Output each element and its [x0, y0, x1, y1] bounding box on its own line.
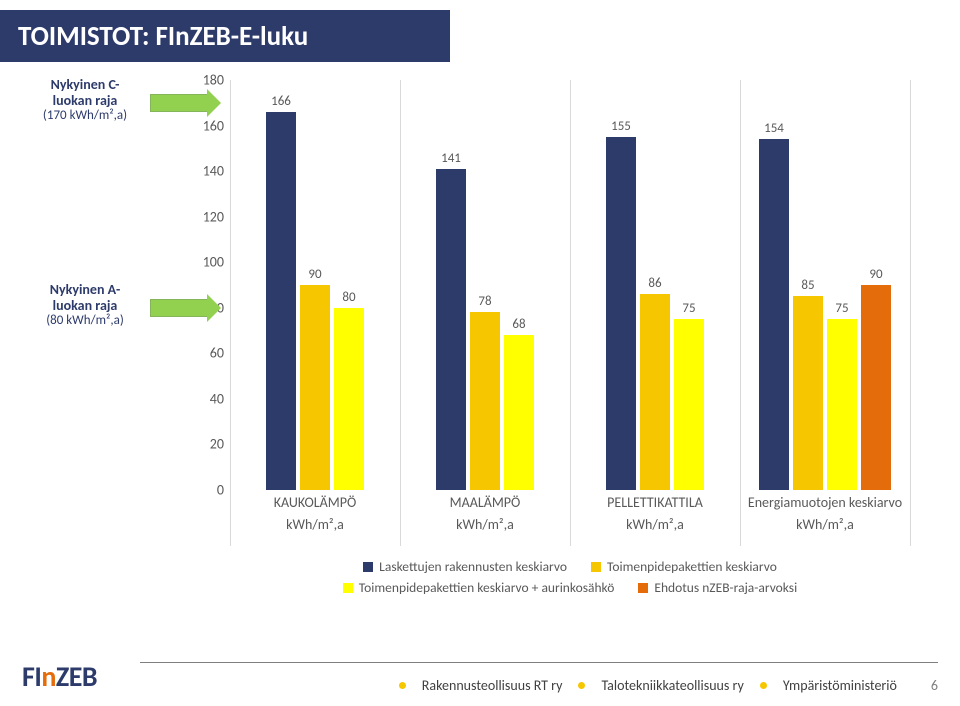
x-category: Energiamuotojen keskiarvo	[740, 494, 910, 512]
bar-group: 1669080	[230, 80, 400, 490]
bar: 166	[266, 112, 296, 490]
legend-swatch	[591, 562, 601, 572]
bar-value: 68	[504, 317, 534, 332]
bar-value: 154	[759, 121, 789, 136]
x-unit: kWh/m²,a	[230, 516, 400, 533]
y-tick: 0	[190, 482, 224, 499]
bar: 86	[640, 294, 670, 490]
bar-value: 90	[861, 267, 891, 282]
logo-fi: FI	[22, 659, 41, 694]
logo-zeb: ZEB	[56, 659, 97, 694]
logo-n: n	[41, 659, 56, 694]
legend-item: Toimenpidepakettien keskiarvo + aurinkos…	[343, 579, 615, 596]
bar-value: 141	[436, 151, 466, 166]
bar-value: 80	[334, 290, 364, 305]
bar: 85	[793, 296, 823, 490]
bar-value: 86	[640, 276, 670, 291]
legend-label: Laskettujen rakennusten keskiarvo	[379, 558, 567, 575]
bar: 155	[606, 137, 636, 490]
x-category: PELLETTIKATTILA	[570, 494, 740, 512]
arrow-a-class	[150, 299, 208, 317]
legend: Laskettujen rakennusten keskiarvo Toimenp…	[250, 558, 890, 600]
bar: 78	[470, 312, 500, 490]
legend-swatch	[638, 583, 648, 593]
bar-value: 85	[793, 278, 823, 293]
y-tick: 140	[190, 163, 224, 180]
plot-area: 0204060801001201401601801669080141786815…	[230, 80, 910, 490]
dot-icon	[399, 682, 406, 689]
bar-value: 75	[827, 301, 857, 316]
bar: 141	[436, 169, 466, 490]
page-number: 6	[931, 677, 938, 694]
callout-c-unit: (170 kWh/m²,a)	[25, 109, 145, 124]
legend-label: Ehdotus nZEB-raja-arvoksi	[654, 579, 797, 596]
legend-label: Toimenpidepakettien keskiarvo + aurinkos…	[359, 579, 615, 596]
page-title: TOIMISTOT: FInZEB-E-luku	[0, 10, 450, 62]
x-unit: kWh/m²,a	[740, 516, 910, 533]
arrow-c-class	[150, 94, 208, 112]
y-tick: 120	[190, 208, 224, 225]
sponsors: Rakennusteollisuus RT ry Talotekniikkateo…	[399, 677, 938, 694]
logo: FInZEB	[22, 659, 97, 694]
bar-value: 90	[300, 267, 330, 282]
bar: 90	[300, 285, 330, 490]
callout-c-line1: Nykyinen C-	[25, 77, 145, 93]
bar: 154	[759, 139, 789, 490]
y-tick: 60	[190, 345, 224, 362]
sponsor: Talotekniikkateollisuus ry	[601, 677, 743, 694]
callout-a-line1: Nykyinen A-	[25, 282, 145, 298]
sponsor: Ympäristöministeriö	[783, 677, 897, 694]
dot-icon	[760, 682, 767, 689]
callout-a-unit: (80 kWh/m²,a)	[25, 314, 145, 329]
bar-group: 1417868	[400, 80, 570, 490]
bar: 80	[334, 308, 364, 490]
callout-a-line2: luokan raja	[25, 298, 145, 314]
bar-group: 1558675	[570, 80, 740, 490]
bar: 68	[504, 335, 534, 490]
bar: 90	[861, 285, 891, 490]
legend-swatch	[363, 562, 373, 572]
slide: TOIMISTOT: FInZEB-E-luku 0 20 40 60 80 100 120…	[0, 0, 960, 706]
callout-c-class: Nykyinen C- luokan raja (170 kWh/m²,a)	[25, 77, 145, 124]
divider	[140, 662, 938, 663]
x-category: KAUKOLÄMPÖ	[230, 494, 400, 512]
y-tick: 160	[190, 117, 224, 134]
callout-c-line2: luokan raja	[25, 93, 145, 109]
legend-swatch	[343, 583, 353, 593]
sponsor: Rakennusteollisuus RT ry	[422, 677, 563, 694]
y-tick: 20	[190, 436, 224, 453]
x-category: MAALÄMPÖ	[400, 494, 570, 512]
legend-item: Laskettujen rakennusten keskiarvo	[363, 558, 567, 575]
bar-value: 155	[606, 119, 636, 134]
legend-label: Toimenpidepakettien keskiarvo	[607, 558, 777, 575]
bar-value: 166	[266, 94, 296, 109]
callout-a-class: Nykyinen A- luokan raja (80 kWh/m²,a)	[25, 282, 145, 329]
legend-item: Toimenpidepakettien keskiarvo	[591, 558, 777, 575]
y-tick: 180	[190, 72, 224, 89]
y-tick: 40	[190, 390, 224, 407]
y-tick: 100	[190, 254, 224, 271]
bar-value: 75	[674, 301, 704, 316]
bar-value: 78	[470, 294, 500, 309]
footer: FInZEB Rakennusteollisuus RT ry Talotekni…	[0, 658, 960, 698]
legend-item: Ehdotus nZEB-raja-arvoksi	[638, 579, 797, 596]
dot-icon	[578, 682, 585, 689]
x-unit: kWh/m²,a	[400, 516, 570, 533]
bar-group: 154857590	[740, 80, 910, 490]
bar: 75	[827, 319, 857, 490]
chart: 0204060801001201401601801669080141786815…	[190, 80, 910, 640]
x-unit: kWh/m²,a	[570, 516, 740, 533]
bar: 75	[674, 319, 704, 490]
